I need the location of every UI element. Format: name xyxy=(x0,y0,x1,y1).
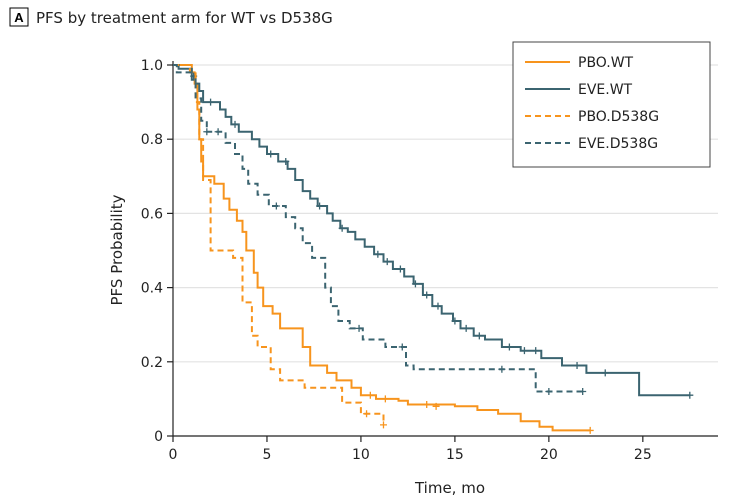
censor-mark-eve-wt-20 xyxy=(601,369,609,377)
censor-mark-eve-d538g-3 xyxy=(355,324,363,332)
censor-mark-eve-d538g-6 xyxy=(545,387,553,395)
censor-mark-pbo-d538g-0 xyxy=(363,410,371,418)
censor-mark-eve-d538g-5 xyxy=(498,365,506,373)
censor-mark-eve-wt-10 xyxy=(411,280,419,288)
censor-mark-pbo-wt-0 xyxy=(366,391,374,399)
censor-mark-eve-wt-5 xyxy=(316,202,324,210)
legend-label-eve-d538g: EVE.D538G xyxy=(578,136,658,152)
censor-mark-eve-wt-15 xyxy=(475,332,483,340)
legend-label-pbo-wt: PBO.WT xyxy=(578,55,634,71)
censor-mark-eve-d538g-7 xyxy=(579,387,587,395)
axes: 0 0.2 0.4 0.6 0.8 1.0 0 5 10 15 20 25 xyxy=(141,58,718,463)
censor-mark-eve-d538g-0 xyxy=(203,128,211,136)
x-tick-label-2: 10 xyxy=(352,447,370,463)
x-tick-label-1: 5 xyxy=(263,447,272,463)
censor-mark-eve-d538g-2 xyxy=(272,202,280,210)
censor-mark-eve-wt-16 xyxy=(505,343,513,351)
censor-mark-eve-wt-14 xyxy=(462,324,470,332)
censor-mark-pbo-wt-1 xyxy=(381,395,389,403)
censor-mark-eve-wt-11 xyxy=(423,291,431,299)
censor-mark-eve-wt-17 xyxy=(520,347,528,355)
censor-mark-eve-wt-1 xyxy=(207,98,215,106)
series-lines xyxy=(173,64,694,434)
censor-mark-eve-wt-12 xyxy=(434,302,442,310)
censor-mark-eve-wt-6 xyxy=(338,224,346,232)
legend-label-eve-wt: EVE.WT xyxy=(578,82,633,98)
x-axis-label: Time, mo xyxy=(414,479,485,497)
censor-mark-pbo-d538g-1 xyxy=(379,421,387,429)
y-tick-label-4: 0.8 xyxy=(141,132,163,148)
series-line-eve-wt xyxy=(173,64,690,397)
censor-mark-pbo-wt-3 xyxy=(432,402,440,410)
panel-letter: A xyxy=(14,10,24,25)
censor-mark-eve-wt-9 xyxy=(396,265,404,273)
series-line-pbo-wt xyxy=(173,64,591,432)
censor-mark-eve-wt-4 xyxy=(282,157,290,165)
censor-mark-eve-wt-7 xyxy=(374,250,382,258)
y-tick-label-0: 0 xyxy=(154,429,163,445)
censor-mark-eve-wt-19 xyxy=(573,362,581,370)
censor-mark-eve-wt-3 xyxy=(267,150,275,158)
panel-header: A PFS by treatment arm for WT vs D538G xyxy=(9,7,333,27)
censor-mark-eve-d538g-1 xyxy=(214,128,222,136)
series-line-eve-d538g xyxy=(173,64,587,393)
x-tick-label-4: 20 xyxy=(540,447,558,463)
x-tick-label-5: 25 xyxy=(634,447,652,463)
y-tick-label-1: 0.2 xyxy=(141,355,163,371)
x-tick-label-3: 15 xyxy=(446,447,464,463)
chart-title: PFS by treatment arm for WT vs D538G xyxy=(36,9,333,27)
censor-mark-pbo-wt-2 xyxy=(423,400,431,408)
legend: PBO.WT EVE.WT PBO.D538G EVE.D538G xyxy=(512,41,711,168)
y-axis-label: PFS Probability xyxy=(108,194,126,305)
censor-mark-pbo-wt-4 xyxy=(586,426,594,434)
censor-mark-eve-d538g-4 xyxy=(398,343,406,351)
y-tick-label-5: 1.0 xyxy=(141,58,163,74)
legend-label-pbo-d538g: PBO.D538G xyxy=(578,109,659,125)
series-line-pbo-d538g xyxy=(173,64,385,425)
censor-mark-eve-wt-18 xyxy=(532,347,540,355)
x-tick-label-0: 0 xyxy=(169,447,178,463)
censor-mark-eve-wt-21 xyxy=(686,391,694,399)
y-tick-label-3: 0.6 xyxy=(141,206,163,222)
censor-mark-eve-wt-8 xyxy=(383,258,391,266)
panel-letter-box xyxy=(9,7,29,27)
y-tick-label-2: 0.4 xyxy=(141,281,163,297)
censor-mark-eve-wt-2 xyxy=(231,120,239,128)
censor-mark-eve-wt-13 xyxy=(451,317,459,325)
